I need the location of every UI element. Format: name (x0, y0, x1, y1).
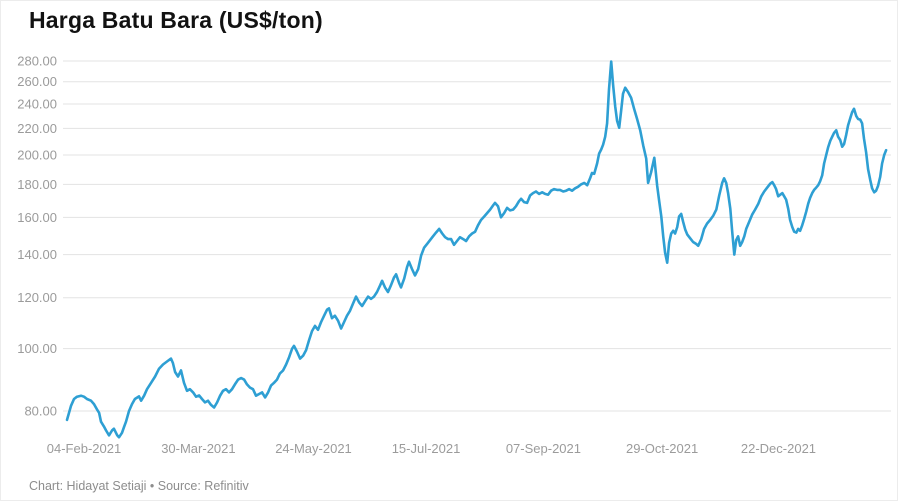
chart-credit: Chart: Hidayat Setiaji • Source: Refinit… (29, 479, 249, 493)
y-axis-tick-label: 160.00 (17, 210, 57, 225)
y-axis-tick-label: 140.00 (17, 247, 57, 262)
x-axis-tick-label: 30-Mar-2021 (161, 441, 235, 456)
x-axis-tick-label: 07-Sep-2021 (506, 441, 581, 456)
x-axis-tick-label: 04-Feb-2021 (47, 441, 121, 456)
y-axis-tick-label: 80.00 (24, 404, 57, 419)
y-axis-tick-label: 280.00 (17, 53, 57, 68)
x-axis-tick-label: 22-Dec-2021 (741, 441, 816, 456)
y-axis-tick-label: 200.00 (17, 147, 57, 162)
x-axis-tick-label: 24-May-2021 (275, 441, 352, 456)
price-line (65, 60, 888, 439)
y-axis-tick-label: 120.00 (17, 290, 57, 305)
y-axis-tick-label: 260.00 (17, 74, 57, 89)
x-axis-tick-label: 29-Oct-2021 (626, 441, 698, 456)
y-axis-tick-label: 100.00 (17, 341, 57, 356)
y-axis-tick-label: 240.00 (17, 97, 57, 112)
x-axis-tick-label: 15-Jul-2021 (392, 441, 461, 456)
chart-title: Harga Batu Bara (US$/ton) (29, 7, 323, 33)
y-axis-tick-label: 220.00 (17, 121, 57, 136)
y-axis-tick-label: 180.00 (17, 177, 57, 192)
